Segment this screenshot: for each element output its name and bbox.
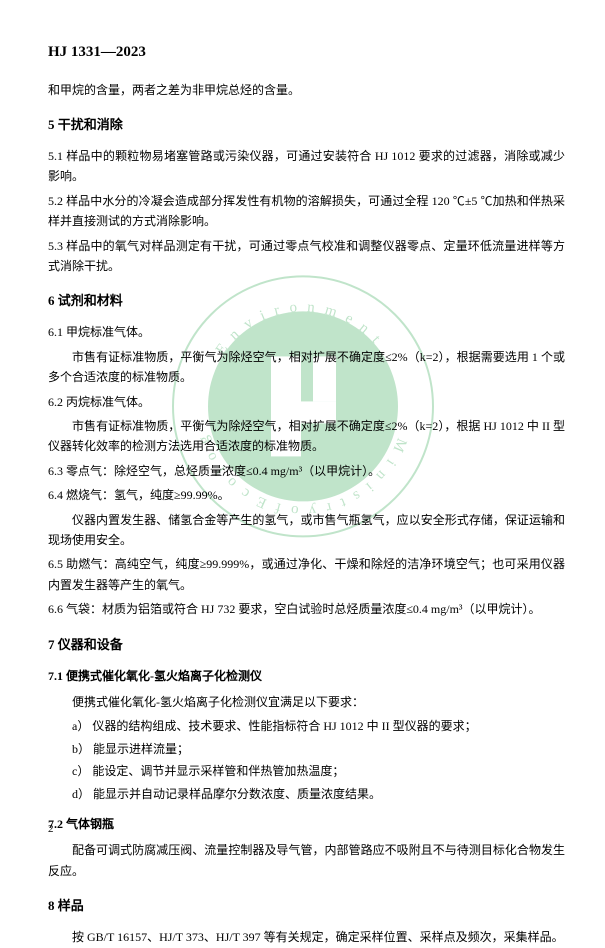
intro-paragraph: 和甲烷的含量，两者之差为非甲烷总烃的含量。 <box>48 80 565 100</box>
clause-7-1-body: 便携式催化氧化-氢火焰离子化检测仪宜满足以下要求： <box>48 692 565 712</box>
section-6-title: 6 试剂和材料 <box>48 290 565 312</box>
section-8-title: 8 样品 <box>48 895 565 917</box>
clause-5-3: 5.3 样品中的氧气对样品测定有干扰，可通过零点气校准和调整仪器零点、定量环低流… <box>48 236 565 277</box>
clause-6-2-body: 市售有证标准物质，平衡气为除烃空气，相对扩展不确定度≤2%（k=2），根据 HJ… <box>48 416 565 457</box>
section-5-title: 5 干扰和消除 <box>48 114 565 136</box>
clause-6-1-body: 市售有证标准物质，平衡气为除烃空气，相对扩展不确定度≤2%（k=2），根据需要选… <box>48 347 565 388</box>
clause-6-3: 6.3 零点气：除烃空气，总烃质量浓度≤0.4 mg/m³（以甲烷计）。 <box>48 461 565 481</box>
clause-8-body: 按 GB/T 16157、HJ/T 373、HJ/T 397 等有关规定，确定采… <box>48 927 565 947</box>
clause-7-2-body: 配备可调式防腐减压阀、流量控制器及导气管，内部管路应不吸附且不与待测目标化合物发… <box>48 840 565 881</box>
section-7-title: 7 仪器和设备 <box>48 634 565 656</box>
clause-6-4-body: 仪器内置发生器、储氢合金等产生的氢气，或市售气瓶氢气，应以安全形式存储，保证运输… <box>48 510 565 551</box>
clause-5-1: 5.1 样品中的颗粒物易堵塞管路或污染仪器，可通过安装符合 HJ 1012 要求… <box>48 146 565 187</box>
document-body: HJ 1331—2023 和甲烷的含量，两者之差为非甲烷总烃的含量。 5 干扰和… <box>48 40 565 948</box>
clause-7-1-head: 7.1 便携式催化氧化-氢火焰离子化检测仪 <box>48 666 565 686</box>
clause-7-2-head: 7.2 气体钢瓶 <box>48 814 565 834</box>
clause-6-6: 6.6 气袋：材质为铝箔或符合 HJ 732 要求，空白试验时总烃质量浓度≤0.… <box>48 599 565 619</box>
item-7-1-a: a） 仪器的结构组成、技术要求、性能指标符合 HJ 1012 中 II 型仪器的… <box>72 716 565 736</box>
item-7-1-c: c） 能设定、调节并显示采样管和伴热管加热温度； <box>72 761 565 781</box>
clause-6-5: 6.5 助燃气：高纯空气，纯度≥99.999%，或通过净化、干燥和除烃的洁净环境… <box>48 554 565 595</box>
item-7-1-d: d） 能显示并自动记录样品摩尔分数浓度、质量浓度结果。 <box>72 784 565 804</box>
clause-5-2: 5.2 样品中水分的冷凝会造成部分挥发性有机物的溶解损失，可通过全程 120 ℃… <box>48 191 565 232</box>
item-7-1-b: b） 能显示进样流量； <box>72 739 565 759</box>
clause-6-4-head: 6.4 燃烧气：氢气，纯度≥99.99%。 <box>48 485 565 505</box>
clause-6-1-head: 6.1 甲烷标准气体。 <box>48 322 565 342</box>
document-code: HJ 1331—2023 <box>48 40 565 66</box>
clause-6-2-head: 6.2 丙烷标准气体。 <box>48 392 565 412</box>
